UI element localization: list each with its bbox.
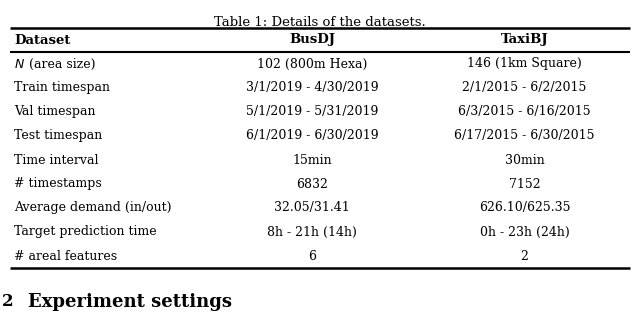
Text: 8h - 21h (14h): 8h - 21h (14h) bbox=[268, 226, 357, 238]
Text: Val timespan: Val timespan bbox=[14, 106, 95, 118]
Text: 6/17/2015 - 6/30/2015: 6/17/2015 - 6/30/2015 bbox=[454, 129, 595, 142]
Text: # areal features: # areal features bbox=[14, 249, 117, 262]
Text: 15min: 15min bbox=[292, 153, 332, 167]
Text: Average demand (in/out): Average demand (in/out) bbox=[14, 202, 172, 215]
Text: Test timespan: Test timespan bbox=[14, 129, 102, 142]
Text: 7152: 7152 bbox=[509, 177, 540, 191]
Text: 0h - 23h (24h): 0h - 23h (24h) bbox=[480, 226, 570, 238]
Text: 6: 6 bbox=[308, 249, 316, 262]
Text: 102 (800m Hexa): 102 (800m Hexa) bbox=[257, 58, 367, 71]
Text: 30min: 30min bbox=[505, 153, 545, 167]
Text: Time interval: Time interval bbox=[14, 153, 99, 167]
Text: (area size): (area size) bbox=[25, 58, 95, 71]
Text: TaxiBJ: TaxiBJ bbox=[500, 33, 548, 47]
Text: 146 (1km Square): 146 (1km Square) bbox=[467, 58, 582, 71]
Text: # timestamps: # timestamps bbox=[14, 177, 102, 191]
Text: 2: 2 bbox=[521, 249, 529, 262]
Text: 32.05/31.41: 32.05/31.41 bbox=[275, 202, 350, 215]
Text: Experiment settings: Experiment settings bbox=[28, 293, 232, 311]
Text: 626.10/625.35: 626.10/625.35 bbox=[479, 202, 570, 215]
Text: 6832: 6832 bbox=[296, 177, 328, 191]
Text: 2/1/2015 - 6/2/2015: 2/1/2015 - 6/2/2015 bbox=[463, 82, 587, 94]
Text: Table 1: Details of the datasets.: Table 1: Details of the datasets. bbox=[214, 16, 426, 29]
Text: 3/1/2019 - 4/30/2019: 3/1/2019 - 4/30/2019 bbox=[246, 82, 379, 94]
Text: $N$: $N$ bbox=[14, 58, 25, 71]
Text: 5/1/2019 - 5/31/2019: 5/1/2019 - 5/31/2019 bbox=[246, 106, 378, 118]
Text: Dataset: Dataset bbox=[14, 33, 70, 47]
Text: BusDJ: BusDJ bbox=[289, 33, 335, 47]
Text: Target prediction time: Target prediction time bbox=[14, 226, 157, 238]
Text: Train timespan: Train timespan bbox=[14, 82, 110, 94]
Text: 6/3/2015 - 6/16/2015: 6/3/2015 - 6/16/2015 bbox=[458, 106, 591, 118]
Text: 2: 2 bbox=[2, 293, 13, 310]
Text: 6/1/2019 - 6/30/2019: 6/1/2019 - 6/30/2019 bbox=[246, 129, 379, 142]
